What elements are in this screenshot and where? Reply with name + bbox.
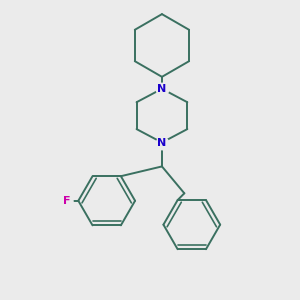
Text: N: N — [157, 84, 167, 94]
Text: N: N — [157, 137, 167, 148]
Text: F: F — [63, 196, 71, 206]
